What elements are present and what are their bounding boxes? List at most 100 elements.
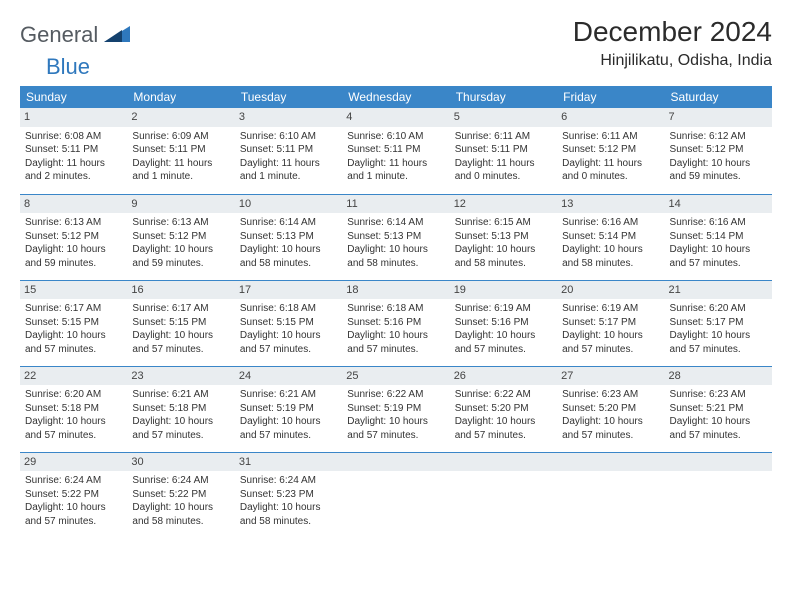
daylight-line: Daylight: 10 hours and 59 minutes. (132, 243, 229, 270)
sunset-line: Sunset: 5:18 PM (25, 402, 122, 416)
calendar-cell: 25 Sunrise: 6:22 AMSunset: 5:19 PMDayligh… (342, 366, 449, 452)
day-number: 24 (235, 367, 342, 386)
calendar-cell: 26Sunrise: 6:22 AMSunset: 5:20 PMDayligh… (450, 366, 557, 452)
sunset-line: Sunset: 5:16 PM (455, 316, 552, 330)
day-number: 9 (127, 195, 234, 214)
calendar-row: 1Sunrise: 6:08 AMSunset: 5:11 PMDaylight… (20, 108, 772, 194)
sunrise-line: Sunrise: 6:09 AM (132, 130, 229, 144)
calendar-cell: 21Sunrise: 6:20 AMSunset: 5:17 PMDayligh… (665, 280, 772, 366)
month-title: December 2024 (573, 16, 772, 48)
brand-logo: General (20, 22, 132, 48)
weekday-header-row: Sunday Monday Tuesday Wednesday Thursday… (20, 86, 772, 108)
sunset-line: Sunset: 5:19 PM (347, 402, 444, 416)
daylight-line: Daylight: 11 hours and 1 minute. (347, 157, 444, 184)
sunset-line: Sunset: 5:11 PM (25, 143, 122, 157)
sunrise-line: Sunrise: 6:17 AM (25, 302, 122, 316)
daylight-line: Daylight: 10 hours and 57 minutes. (25, 501, 122, 528)
sunset-line: Sunset: 5:11 PM (240, 143, 337, 157)
day-number-empty: . (665, 453, 772, 472)
location-label: Hinjilikatu, Odisha, India (573, 52, 772, 70)
sunrise-line: Sunrise: 6:10 AM (347, 130, 444, 144)
sunrise-line: Sunrise: 6:24 AM (25, 474, 122, 488)
sunset-line: Sunset: 5:11 PM (455, 143, 552, 157)
daylight-line: Daylight: 11 hours and 0 minutes. (455, 157, 552, 184)
weekday-tue: Tuesday (235, 86, 342, 108)
daylight-line: Daylight: 10 hours and 58 minutes. (347, 243, 444, 270)
day-number: 1 (20, 108, 127, 127)
daylight-line: Daylight: 10 hours and 58 minutes. (132, 501, 229, 528)
weekday-wed: Wednesday (342, 86, 449, 108)
daylight-line: Daylight: 11 hours and 0 minutes. (562, 157, 659, 184)
sunrise-line: Sunrise: 6:21 AM (240, 388, 337, 402)
weekday-thu: Thursday (450, 86, 557, 108)
calendar-cell: 5Sunrise: 6:11 AMSunset: 5:11 PMDaylight… (450, 108, 557, 194)
daylight-line: Daylight: 10 hours and 57 minutes. (347, 415, 444, 442)
calendar-table: Sunday Monday Tuesday Wednesday Thursday… (20, 86, 772, 538)
daylight-line: Daylight: 10 hours and 57 minutes. (25, 415, 122, 442)
sunset-line: Sunset: 5:13 PM (455, 230, 552, 244)
sunrise-line: Sunrise: 6:11 AM (455, 130, 552, 144)
calendar-cell: . (342, 452, 449, 538)
sunset-line: Sunset: 5:21 PM (670, 402, 767, 416)
calendar-cell: 22Sunrise: 6:20 AMSunset: 5:18 PMDayligh… (20, 366, 127, 452)
sunrise-line: Sunrise: 6:22 AM (347, 388, 444, 402)
sunset-line: Sunset: 5:14 PM (670, 230, 767, 244)
calendar-cell: 28Sunrise: 6:23 AMSunset: 5:21 PMDayligh… (665, 366, 772, 452)
calendar-row: 22Sunrise: 6:20 AMSunset: 5:18 PMDayligh… (20, 366, 772, 452)
calendar-cell: 6Sunrise: 6:11 AMSunset: 5:12 PMDaylight… (557, 108, 664, 194)
calendar-cell: 23Sunrise: 6:21 AMSunset: 5:18 PMDayligh… (127, 366, 234, 452)
sunset-line: Sunset: 5:13 PM (347, 230, 444, 244)
sunset-line: Sunset: 5:14 PM (562, 230, 659, 244)
daylight-line: Daylight: 10 hours and 57 minutes. (670, 415, 767, 442)
sunrise-line: Sunrise: 6:11 AM (562, 130, 659, 144)
daylight-line: Daylight: 10 hours and 57 minutes. (455, 329, 552, 356)
calendar-cell: 1 Sunrise: 6:08 AMSunset: 5:11 PMDaylight… (20, 108, 127, 194)
sunset-line: Sunset: 5:19 PM (240, 402, 337, 416)
sunset-line: Sunset: 5:12 PM (132, 230, 229, 244)
weekday-sat: Saturday (665, 86, 772, 108)
sunrise-line: Sunrise: 6:23 AM (670, 388, 767, 402)
daylight-line: Daylight: 10 hours and 57 minutes. (347, 329, 444, 356)
sunrise-line: Sunrise: 6:13 AM (132, 216, 229, 230)
sunrise-line: Sunrise: 6:21 AM (132, 388, 229, 402)
sunset-line: Sunset: 5:13 PM (240, 230, 337, 244)
day-number: 25 (342, 367, 449, 386)
daylight-line: Daylight: 10 hours and 57 minutes. (670, 243, 767, 270)
day-number: 16 (127, 281, 234, 300)
sunrise-line: Sunrise: 6:24 AM (132, 474, 229, 488)
daylight-line: Daylight: 10 hours and 57 minutes. (562, 415, 659, 442)
calendar-cell: 16Sunrise: 6:17 AMSunset: 5:15 PMDayligh… (127, 280, 234, 366)
sunrise-line: Sunrise: 6:20 AM (25, 388, 122, 402)
sunrise-line: Sunrise: 6:12 AM (670, 130, 767, 144)
daylight-line: Daylight: 10 hours and 59 minutes. (670, 157, 767, 184)
day-number: 15 (20, 281, 127, 300)
calendar-cell: 20Sunrise: 6:19 AMSunset: 5:17 PMDayligh… (557, 280, 664, 366)
day-number: 21 (665, 281, 772, 300)
sunrise-line: Sunrise: 6:18 AM (240, 302, 337, 316)
sunset-line: Sunset: 5:17 PM (670, 316, 767, 330)
daylight-line: Daylight: 10 hours and 57 minutes. (25, 329, 122, 356)
sunrise-line: Sunrise: 6:08 AM (25, 130, 122, 144)
daylight-line: Daylight: 10 hours and 57 minutes. (562, 329, 659, 356)
sunset-line: Sunset: 5:12 PM (670, 143, 767, 157)
calendar-cell: 11Sunrise: 6:14 AMSunset: 5:13 PMDayligh… (342, 194, 449, 280)
day-number: 26 (450, 367, 557, 386)
day-number: 31 (235, 453, 342, 472)
sunset-line: Sunset: 5:15 PM (132, 316, 229, 330)
calendar-cell: 4Sunrise: 6:10 AMSunset: 5:11 PMDaylight… (342, 108, 449, 194)
sunset-line: Sunset: 5:17 PM (562, 316, 659, 330)
sunrise-line: Sunrise: 6:15 AM (455, 216, 552, 230)
daylight-line: Daylight: 10 hours and 57 minutes. (132, 329, 229, 356)
calendar-cell: 14Sunrise: 6:16 AMSunset: 5:14 PMDayligh… (665, 194, 772, 280)
sunrise-line: Sunrise: 6:14 AM (240, 216, 337, 230)
day-number: 8 (20, 195, 127, 214)
daylight-line: Daylight: 10 hours and 57 minutes. (240, 415, 337, 442)
sunset-line: Sunset: 5:12 PM (25, 230, 122, 244)
day-number: 12 (450, 195, 557, 214)
calendar-cell: 19Sunrise: 6:19 AMSunset: 5:16 PMDayligh… (450, 280, 557, 366)
daylight-line: Daylight: 11 hours and 2 minutes. (25, 157, 122, 184)
sunset-line: Sunset: 5:11 PM (347, 143, 444, 157)
sunrise-line: Sunrise: 6:10 AM (240, 130, 337, 144)
sunset-line: Sunset: 5:12 PM (562, 143, 659, 157)
calendar-cell: 17Sunrise: 6:18 AMSunset: 5:15 PMDayligh… (235, 280, 342, 366)
